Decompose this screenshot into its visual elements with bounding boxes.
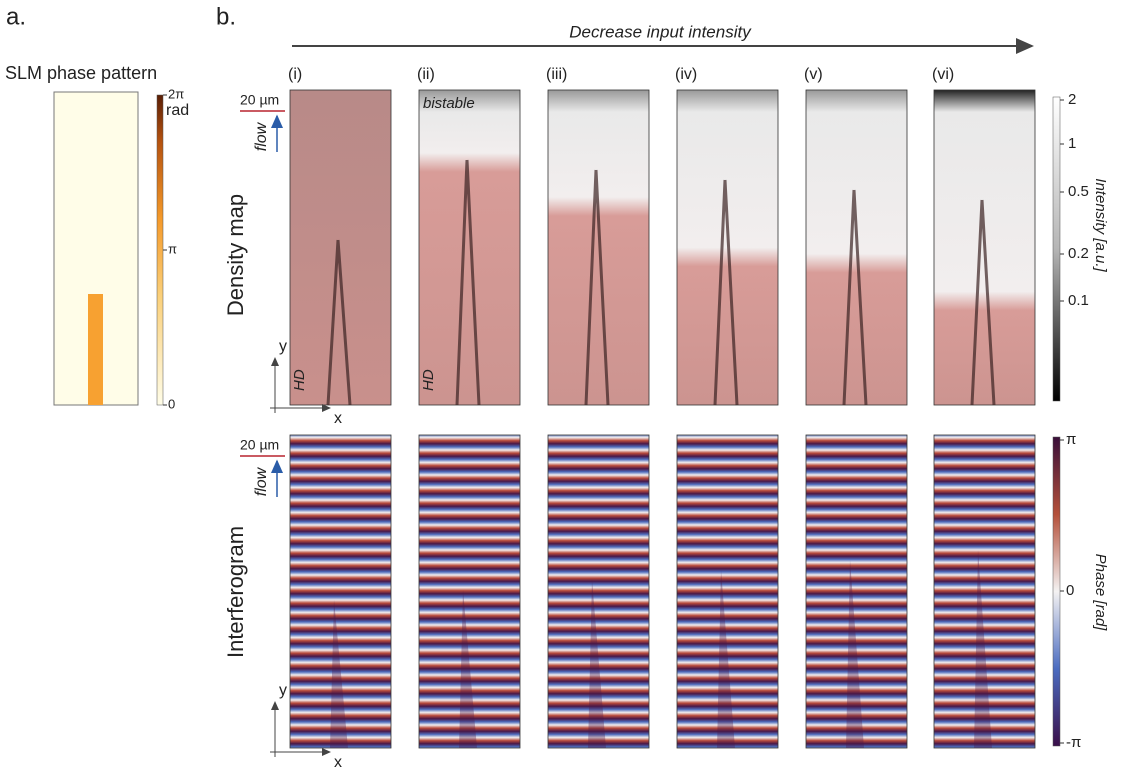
flow-label: flow	[253, 121, 270, 151]
interferogram	[933, 434, 1036, 749]
panel-label: a.	[6, 3, 26, 30]
colorbar-label: Intensity [a.u.]	[1092, 178, 1109, 272]
colorbar-tick-label: -π	[1066, 734, 1081, 751]
interferogram	[418, 434, 521, 749]
colorbar-tick-label: 0.5	[1068, 183, 1089, 200]
interferogram	[805, 434, 908, 749]
colorbar-tick-label: 0.1	[1068, 292, 1089, 309]
annotation: HD	[420, 369, 437, 391]
column-label: (v)	[804, 66, 823, 83]
soliton-trace	[842, 189, 868, 406]
colorbar-tick-label: π	[168, 241, 177, 256]
interferogram	[676, 434, 779, 749]
panel-label: b.	[216, 3, 236, 30]
axis-label: x	[334, 754, 342, 767]
phase-defect	[330, 600, 348, 748]
axis-label: x	[334, 410, 342, 427]
column-label: (iv)	[675, 66, 697, 83]
annotation: bistable	[423, 95, 475, 112]
row-label: Density map	[223, 194, 248, 316]
colorbar-tick-label: 0	[168, 396, 175, 411]
annotation: HD	[291, 369, 308, 391]
phase-colorbar	[1052, 436, 1061, 747]
scale-bar-label: 20 µm	[240, 92, 279, 108]
row-label: Interferogram	[223, 526, 248, 658]
scale-bar-label: 20 µm	[240, 437, 279, 453]
colorbar-tick-label: π	[1066, 431, 1076, 448]
phase-defect	[459, 590, 477, 748]
colorbar-tick-label: 0.2	[1068, 245, 1089, 262]
colorbar-tick-label: 2	[1068, 91, 1076, 108]
soliton-trace	[970, 199, 996, 406]
soliton-trace	[326, 239, 352, 406]
density-map	[289, 89, 392, 406]
slm-colorbar	[156, 94, 164, 406]
intensity-colorbar	[1052, 96, 1061, 402]
axis-label: y	[279, 682, 287, 699]
soliton-trace	[713, 179, 739, 406]
colorbar-unit: rad	[166, 102, 189, 119]
density-map	[418, 89, 521, 406]
interferogram	[547, 434, 650, 749]
phase-defect	[588, 580, 606, 748]
colorbar-tick-label: 1	[1068, 135, 1076, 152]
column-label: (vi)	[932, 66, 954, 83]
axis-label: y	[279, 338, 287, 355]
arrow-label: Decrease input intensity	[569, 22, 752, 41]
colorbar-tick-label: 0	[1066, 582, 1074, 599]
phase-defect	[846, 560, 864, 748]
phase-defect	[974, 550, 992, 748]
interferogram	[289, 434, 392, 749]
soliton-trace	[584, 169, 610, 406]
column-label: (i)	[288, 66, 302, 83]
phase-defect	[717, 570, 735, 748]
slm-bar	[88, 294, 103, 405]
flow-label: flow	[253, 466, 270, 496]
panel-title: SLM phase pattern	[5, 63, 157, 83]
colorbar-tick-label: 2π	[168, 86, 184, 101]
column-label: (iii)	[546, 66, 567, 83]
column-label: (ii)	[417, 66, 435, 83]
soliton-trace	[455, 159, 481, 406]
colorbar-label: Phase [rad]	[1092, 554, 1109, 632]
